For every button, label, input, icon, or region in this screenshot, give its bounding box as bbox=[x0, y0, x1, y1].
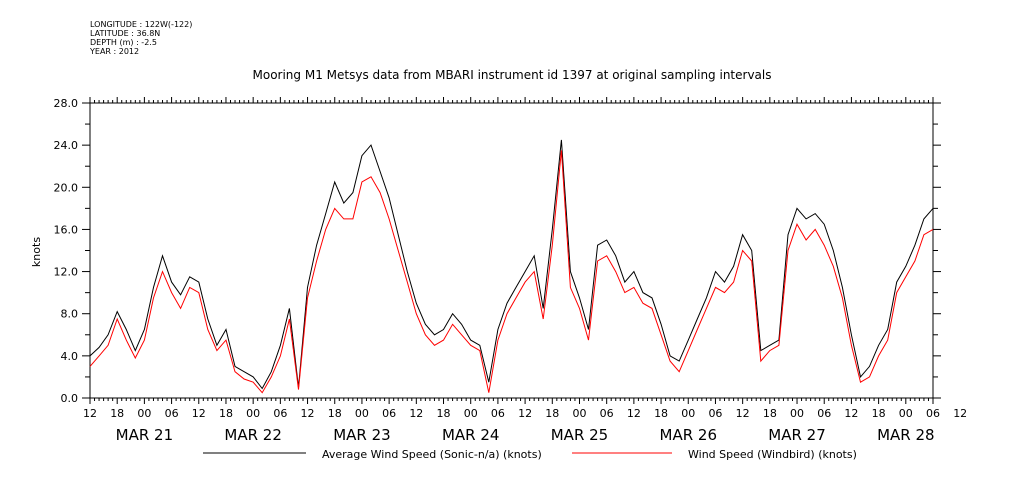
x-day-label: MAR 25 bbox=[551, 426, 608, 444]
x-tick-label: 12 bbox=[736, 407, 750, 420]
x-tick-label: 18 bbox=[110, 407, 124, 420]
metadata-block: LONGITUDE : 122W(-122) LATITUDE : 36.8N … bbox=[90, 20, 192, 56]
axis-ticks bbox=[82, 97, 941, 404]
depth-text: DEPTH (m) : -2.5 bbox=[90, 38, 157, 47]
x-tick-label: 00 bbox=[464, 407, 478, 420]
x-tick-label: 12 bbox=[301, 407, 315, 420]
y-tick-label: 24.0 bbox=[54, 139, 79, 152]
series-line-windbird bbox=[89, 150, 934, 394]
y-tick-label: 28.0 bbox=[54, 97, 79, 110]
x-tick-label: 00 bbox=[355, 407, 369, 420]
x-day-label: MAR 23 bbox=[333, 426, 390, 444]
x-tick-label: 12 bbox=[953, 407, 967, 420]
x-tick-label: 18 bbox=[763, 407, 777, 420]
chart-title: Mooring M1 Metsys data from MBARI instru… bbox=[253, 68, 772, 82]
x-tick-label: 12 bbox=[627, 407, 641, 420]
x-tick-label: 18 bbox=[654, 407, 668, 420]
y-tick-label: 16.0 bbox=[54, 223, 79, 236]
x-tick-label: 18 bbox=[872, 407, 886, 420]
x-day-label: MAR 21 bbox=[116, 426, 173, 444]
legend-label: Wind Speed (Windbird) (knots) bbox=[688, 448, 857, 461]
x-tick-label: 06 bbox=[165, 407, 179, 420]
x-tick-label: 06 bbox=[491, 407, 505, 420]
x-tick-label: 18 bbox=[545, 407, 559, 420]
legend: Average Wind Speed (Sonic-n/a) (knots) Wi… bbox=[203, 448, 857, 461]
x-day-label: MAR 28 bbox=[877, 426, 934, 444]
x-tick-label: 00 bbox=[246, 407, 260, 420]
latitude-text: LATITUDE : 36.8N bbox=[90, 29, 161, 38]
x-tick-label: 00 bbox=[899, 407, 913, 420]
y-tick-label: 8.0 bbox=[61, 308, 79, 321]
series-lines bbox=[89, 139, 934, 394]
x-tick-label: 00 bbox=[790, 407, 804, 420]
y-tick-label: 4.0 bbox=[61, 350, 79, 363]
longitude-text: LONGITUDE : 122W(-122) bbox=[90, 20, 193, 29]
x-tick-label: 00 bbox=[681, 407, 695, 420]
plot-frame bbox=[89, 102, 934, 399]
x-day-label: MAR 22 bbox=[224, 426, 281, 444]
year-text: YEAR : 2012 bbox=[90, 47, 140, 56]
x-tick-label: 12 bbox=[518, 407, 532, 420]
x-tick-label: 12 bbox=[844, 407, 858, 420]
x-tick-label: 06 bbox=[273, 407, 287, 420]
x-tick-label: 06 bbox=[600, 407, 614, 420]
x-tick-label: 06 bbox=[926, 407, 940, 420]
y-tick-label: 20.0 bbox=[54, 181, 79, 194]
series-line-sonic bbox=[89, 139, 934, 390]
x-tick-label: 12 bbox=[409, 407, 423, 420]
x-day-label: MAR 27 bbox=[768, 426, 825, 444]
x-tick-label: 12 bbox=[83, 407, 97, 420]
x-day-label: MAR 26 bbox=[660, 426, 717, 444]
y-axis-label: knots bbox=[30, 237, 43, 267]
x-tick-label: 00 bbox=[572, 407, 586, 420]
y-tick-label: 0.0 bbox=[61, 392, 79, 405]
x-tick-label: 18 bbox=[437, 407, 451, 420]
x-tick-label: 06 bbox=[817, 407, 831, 420]
x-tick-label: 00 bbox=[137, 407, 151, 420]
x-tick-label: 12 bbox=[192, 407, 206, 420]
x-tick-label: 06 bbox=[708, 407, 722, 420]
x-tick-label: 06 bbox=[382, 407, 396, 420]
x-tick-label: 18 bbox=[219, 407, 233, 420]
legend-label: Average Wind Speed (Sonic-n/a) (knots) bbox=[322, 448, 542, 461]
x-tick-label: 18 bbox=[328, 407, 342, 420]
y-tick-label: 12.0 bbox=[54, 266, 79, 279]
axis-labels: 0.0 4.0 8.0 12.0 16.0 20.0 24.0 28.0 12 18 00 06 12 1… bbox=[54, 97, 968, 444]
x-day-label: MAR 24 bbox=[442, 426, 499, 444]
